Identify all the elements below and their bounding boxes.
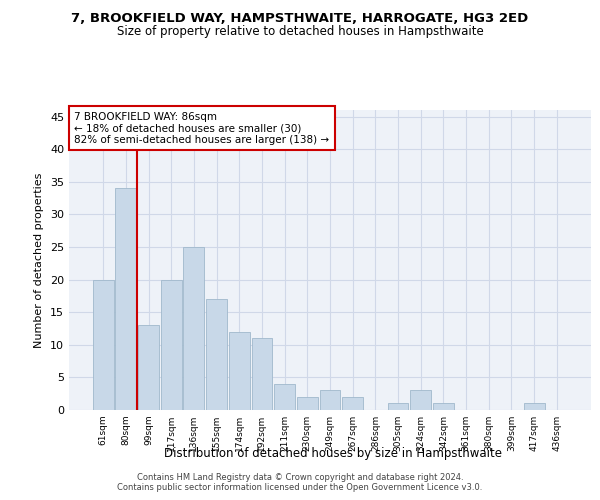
Bar bbox=[410, 390, 431, 410]
Text: 7 BROOKFIELD WAY: 86sqm
← 18% of detached houses are smaller (30)
82% of semi-de: 7 BROOKFIELD WAY: 86sqm ← 18% of detache… bbox=[74, 112, 329, 144]
Text: Size of property relative to detached houses in Hampsthwaite: Size of property relative to detached ho… bbox=[116, 25, 484, 38]
Bar bbox=[342, 397, 363, 410]
Bar bbox=[229, 332, 250, 410]
Bar bbox=[274, 384, 295, 410]
Y-axis label: Number of detached properties: Number of detached properties bbox=[34, 172, 44, 348]
Bar bbox=[251, 338, 272, 410]
Bar bbox=[206, 299, 227, 410]
Text: Distribution of detached houses by size in Hampsthwaite: Distribution of detached houses by size … bbox=[164, 448, 502, 460]
Bar bbox=[138, 325, 159, 410]
Bar bbox=[320, 390, 340, 410]
Bar bbox=[297, 397, 318, 410]
Bar bbox=[115, 188, 136, 410]
Bar bbox=[93, 280, 113, 410]
Text: Contains HM Land Registry data © Crown copyright and database right 2024.
Contai: Contains HM Land Registry data © Crown c… bbox=[118, 473, 482, 492]
Bar bbox=[184, 247, 205, 410]
Bar bbox=[433, 404, 454, 410]
Bar bbox=[161, 280, 182, 410]
Text: 7, BROOKFIELD WAY, HAMPSTHWAITE, HARROGATE, HG3 2ED: 7, BROOKFIELD WAY, HAMPSTHWAITE, HARROGA… bbox=[71, 12, 529, 26]
Bar bbox=[388, 404, 409, 410]
Bar bbox=[524, 404, 545, 410]
